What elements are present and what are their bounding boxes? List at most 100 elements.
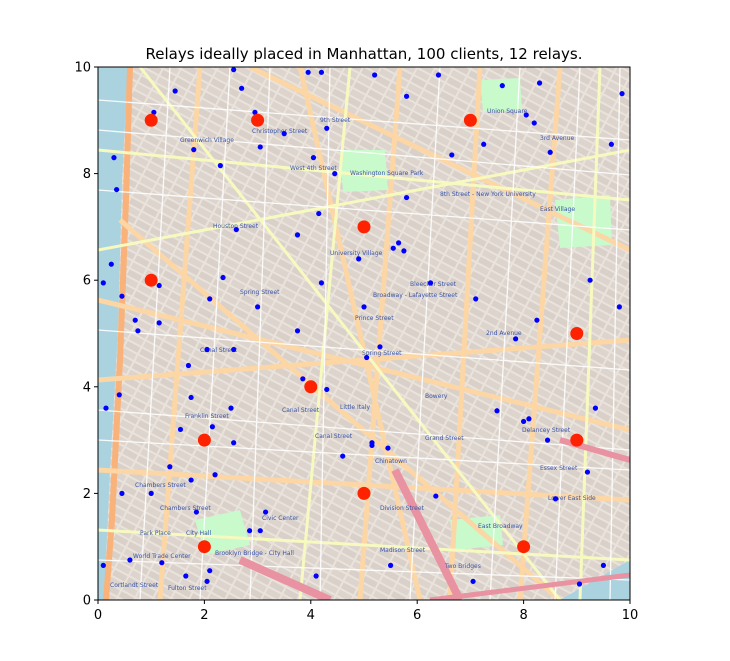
client-point-69	[494, 408, 500, 414]
svg-text:Bowery: Bowery	[425, 393, 448, 400]
client-point-59	[300, 376, 306, 382]
svg-text:Delancey Street: Delancey Street	[522, 427, 571, 434]
client-point-2	[305, 69, 311, 75]
client-point-76	[544, 437, 551, 443]
client-point-49	[616, 304, 622, 310]
client-point-45	[255, 304, 261, 310]
svg-text:Brooklyn Bridge - City Hall: Brooklyn Bridge - City Hall	[215, 550, 294, 557]
client-point-46	[473, 296, 479, 302]
client-point-11	[252, 109, 258, 115]
relay-point-9	[357, 486, 371, 500]
client-point-21	[449, 152, 455, 158]
svg-text:Union Square: Union Square	[487, 108, 528, 115]
park-union-square	[480, 78, 522, 112]
svg-text:East Village: East Village	[540, 206, 575, 213]
client-point-77	[167, 464, 173, 470]
client-point-96	[313, 573, 319, 579]
client-point-91	[127, 557, 133, 563]
client-point-94	[204, 578, 210, 584]
plot-frame	[97, 66, 631, 601]
client-point-84	[262, 509, 269, 515]
client-point-65	[228, 405, 234, 411]
client-point-54	[204, 346, 210, 353]
client-point-37	[100, 280, 106, 286]
client-point-66	[209, 424, 215, 430]
client-point-97	[388, 562, 394, 568]
client-point-56	[513, 336, 519, 342]
client-point-38	[220, 274, 226, 281]
svg-text:East Broadway: East Broadway	[478, 523, 523, 530]
client-point-4	[372, 72, 378, 78]
svg-text:Fulton Street: Fulton Street	[168, 585, 207, 592]
client-point-12	[523, 112, 529, 118]
client-point-47	[361, 304, 367, 310]
svg-text:Little Italy: Little Italy	[340, 404, 370, 411]
svg-text:Greenwich Village: Greenwich Village	[180, 137, 234, 144]
client-point-1	[239, 85, 245, 91]
y-tick-label: 2	[83, 487, 91, 502]
svg-text:Division Street: Division Street	[380, 505, 425, 512]
brooklyn-bridge-approach	[238, 556, 332, 600]
client-point-29	[316, 210, 322, 217]
x-tick-label: 2	[200, 608, 208, 623]
client-point-8	[536, 80, 543, 86]
client-point-93	[183, 573, 189, 579]
y-tick-label: 10	[74, 61, 91, 76]
y-tick-label: 0	[83, 594, 91, 609]
x-tick-label: 10	[622, 608, 639, 623]
relay-point-0	[144, 113, 158, 127]
client-point-22	[111, 155, 117, 161]
axes: 0 2 4 6 8 10 0 2 4 6 8 10	[74, 61, 638, 624]
relay-point-6	[304, 380, 318, 394]
client-point-41	[207, 296, 213, 302]
client-point-58	[231, 346, 237, 353]
svg-text:Houston Street: Houston Street	[213, 223, 259, 230]
svg-text:Two Bridges: Two Bridges	[444, 563, 481, 570]
client-point-42	[119, 293, 125, 299]
client-point-80	[340, 453, 346, 459]
client-point-18	[191, 147, 197, 153]
relay-point-4	[144, 273, 158, 287]
client-point-83	[193, 509, 200, 515]
client-point-74	[369, 442, 375, 449]
client-point-17	[257, 144, 263, 150]
client-point-39	[318, 280, 325, 286]
client-point-68	[592, 405, 599, 411]
client-point-0	[231, 67, 237, 73]
client-point-90	[100, 562, 106, 568]
client-point-81	[119, 490, 125, 496]
y-tick-label: 4	[83, 380, 91, 395]
relay-point-8	[570, 433, 584, 447]
client-point-27	[114, 186, 120, 193]
client-point-44	[132, 317, 138, 323]
client-point-50	[156, 320, 162, 326]
client-point-72	[231, 440, 237, 446]
client-point-67	[177, 426, 184, 433]
client-point-99	[600, 562, 607, 568]
client-point-9	[172, 88, 178, 94]
client-point-24	[481, 141, 487, 147]
relay-point-7	[197, 433, 211, 447]
client-point-28	[403, 194, 410, 201]
svg-text:Prince Street: Prince Street	[355, 315, 394, 322]
client-point-71	[521, 418, 527, 425]
client-point-33	[395, 240, 402, 246]
svg-text:World Trade Center: World Trade Center	[133, 553, 191, 560]
client-point-7	[499, 83, 505, 89]
svg-text:8th Street - New York Universi: 8th Street - New York University	[440, 191, 536, 198]
svg-text:Grand Street: Grand Street	[425, 435, 464, 442]
client-point-78	[212, 472, 218, 478]
svg-text:Lower East Side: Lower East Side	[548, 495, 596, 502]
relay-point-11	[517, 540, 531, 554]
client-point-16	[324, 125, 330, 131]
svg-text:Franklin Street: Franklin Street	[185, 413, 229, 420]
client-point-82	[148, 490, 154, 496]
client-point-20	[310, 155, 317, 161]
svg-text:Broadway - Lafayette Street: Broadway - Lafayette Street	[373, 292, 458, 299]
client-point-86	[552, 496, 559, 502]
x-tick-label: 0	[94, 608, 102, 623]
svg-text:Canal Street: Canal Street	[200, 347, 238, 354]
client-point-60	[324, 386, 330, 393]
client-point-89	[257, 528, 263, 534]
client-point-15	[281, 131, 287, 137]
